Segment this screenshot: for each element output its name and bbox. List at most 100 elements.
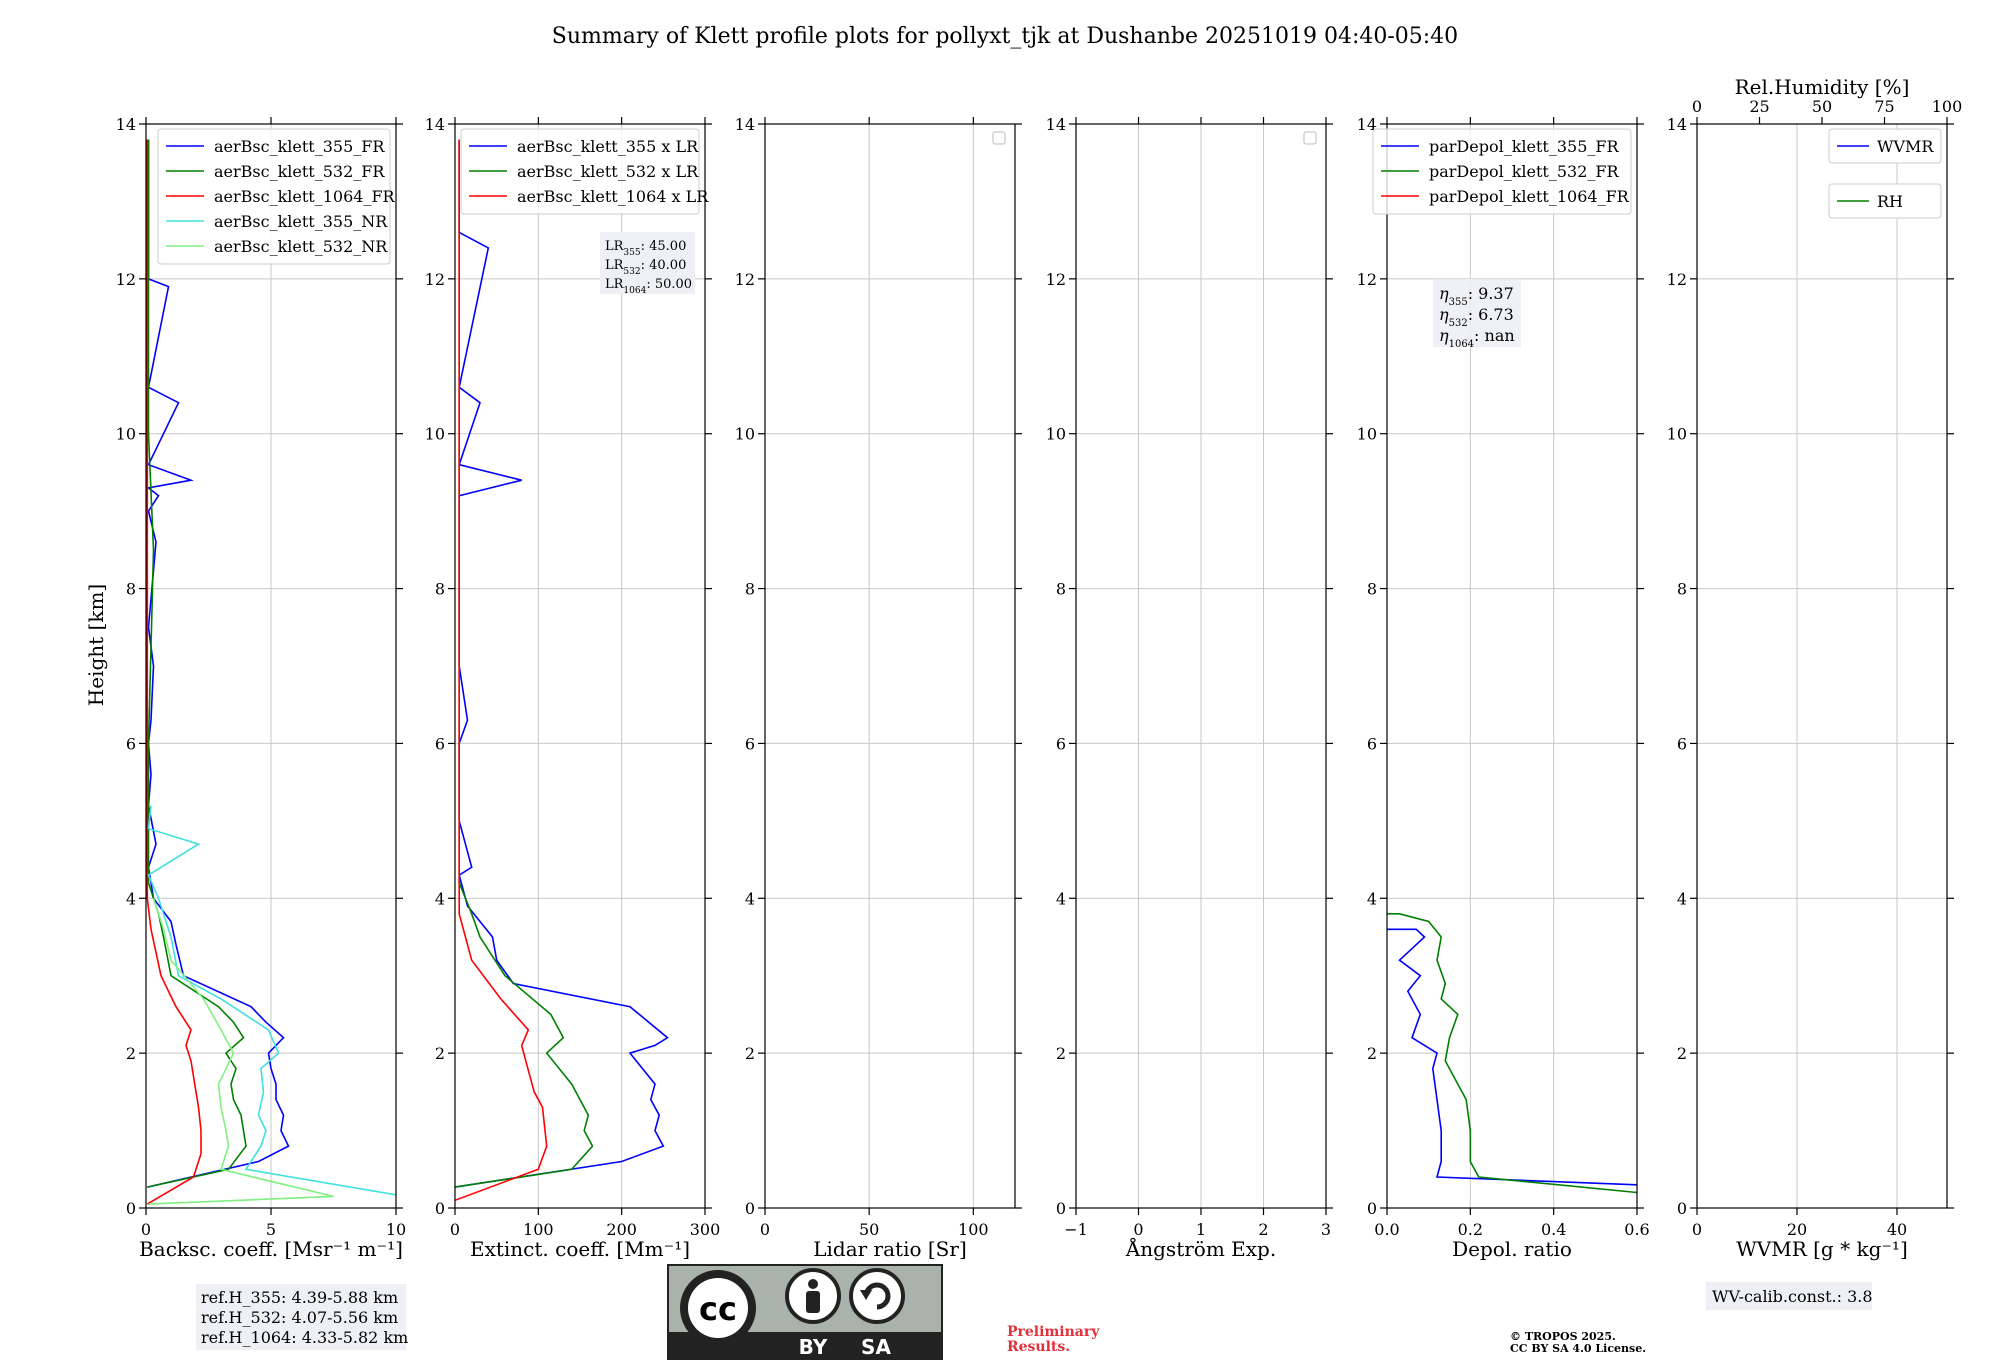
copyright-line-1: © TROPOS 2025. <box>1510 1330 1616 1343</box>
x-tick-label: 300 <box>690 1220 721 1239</box>
series-line-aerBsc_klett_532 x LR <box>455 139 594 1188</box>
legend-entry: aerBsc_klett_355_NR <box>214 212 388 231</box>
top-tick-label: 50 <box>1812 97 1832 116</box>
wv-calib-text: WV-calib.const.: 3.8 <box>1712 1287 1873 1306</box>
ref-height-box: ref.H_355: 4.39-5.88 km ref.H_532: 4.07-… <box>196 1284 408 1350</box>
legend-entry: aerBsc_klett_1064_FR <box>214 187 396 206</box>
lidar-ratio-label: LR532: 40.00 <box>605 258 686 277</box>
lidar-ratio-label: LR1064: 50.00 <box>605 277 692 296</box>
y-tick-label: 6 <box>1677 734 1687 753</box>
y-tick-label: 10 <box>1667 425 1687 444</box>
y-tick-label: 10 <box>1046 425 1066 444</box>
y-tick-label: 4 <box>1056 889 1066 908</box>
x-tick-label: 0 <box>1133 1220 1143 1239</box>
sa-label: SA <box>861 1335 891 1359</box>
y-tick-label: 4 <box>1367 889 1377 908</box>
preliminary-label-2: Results. <box>1007 1339 1070 1355</box>
series-line-aerBsc_klett_1064 x LR <box>455 139 548 1202</box>
x-tick-label: 2 <box>1258 1220 1268 1239</box>
y-tick-label: 2 <box>745 1044 755 1063</box>
axes-frame <box>1696 123 1948 1209</box>
top-axis-label: Rel.Humidity [%] <box>1735 75 1910 99</box>
x-tick-label: −1 <box>1064 1220 1088 1239</box>
y-tick-label: 12 <box>1667 270 1687 289</box>
legend-entry: parDepol_klett_1064_FR <box>1429 187 1630 206</box>
axes-frame <box>1386 123 1638 1209</box>
x-tick-label: 3 <box>1321 1220 1331 1239</box>
top-tick-label: 25 <box>1749 97 1769 116</box>
x-tick-label: 40 <box>1887 1220 1907 1239</box>
y-tick-label: 6 <box>126 734 136 753</box>
lidar-ratio-label: LR355: 45.00 <box>605 239 686 258</box>
y-tick-label: 2 <box>1367 1044 1377 1063</box>
x-tick-label: 0.6 <box>1624 1220 1649 1239</box>
y-tick-label: 14 <box>1667 115 1687 134</box>
x-tick-label: 0 <box>760 1220 770 1239</box>
legend-entry: RH <box>1877 192 1903 211</box>
x-axis-label: Ångström Exp. <box>1125 1236 1276 1261</box>
eta-label: η355: 9.37 <box>1439 284 1514 308</box>
y-tick-label: 14 <box>1357 115 1377 134</box>
y-tick-label: 12 <box>1357 270 1377 289</box>
top-tick-label: 0 <box>1692 97 1702 116</box>
series-line-parDepol_klett_532_FR <box>1387 912 1637 1194</box>
x-tick-label: 5 <box>266 1220 276 1239</box>
y-tick-label: 8 <box>745 580 755 599</box>
y-tick-label: 4 <box>745 889 755 908</box>
preliminary-label-1: Preliminary <box>1007 1324 1100 1340</box>
series-line-aerBsc_klett_355_FR <box>146 139 290 1188</box>
legend-entry: aerBsc_klett_532_NR <box>214 237 388 256</box>
cc-license-badge[interactable]: cc BY SA <box>667 1264 943 1361</box>
y-axis-label: Height [km] <box>84 584 108 706</box>
y-tick-label: 8 <box>435 580 445 599</box>
y-tick-label: 0 <box>126 1199 136 1218</box>
top-tick-label: 75 <box>1874 97 1894 116</box>
y-tick-label: 0 <box>1056 1199 1066 1218</box>
y-tick-label: 6 <box>1056 734 1066 753</box>
x-tick-label: 1 <box>1196 1220 1206 1239</box>
legend-entry: WVMR <box>1877 137 1934 156</box>
y-tick-label: 12 <box>425 270 445 289</box>
legend: parDepol_klett_355_FR parDepol_klett_532_… <box>1372 128 1632 215</box>
axes-frame <box>454 123 706 1209</box>
x-tick-label: 200 <box>606 1220 637 1239</box>
legend-entry: parDepol_klett_532_FR <box>1429 162 1620 181</box>
legend-entry: aerBsc_klett_532 x LR <box>517 162 699 181</box>
y-tick-label: 4 <box>1677 889 1687 908</box>
y-tick-label: 2 <box>126 1044 136 1063</box>
series-line-aerBsc_klett_532_NR <box>148 898 334 1205</box>
x-axis-label: WVMR [g * kg⁻¹] <box>1736 1237 1908 1261</box>
ref-height-1064: ref.H_1064: 4.33-5.82 km <box>201 1328 408 1347</box>
y-tick-label: 8 <box>126 580 136 599</box>
y-tick-label: 8 <box>1056 580 1066 599</box>
y-tick-label: 4 <box>435 889 445 908</box>
ref-height-355: ref.H_355: 4.39-5.88 km <box>201 1288 398 1307</box>
y-tick-label: 10 <box>1357 425 1377 444</box>
x-tick-label: 0.2 <box>1458 1220 1483 1239</box>
y-tick-label: 14 <box>735 115 755 134</box>
x-tick-label: 50 <box>859 1220 879 1239</box>
y-tick-label: 10 <box>425 425 445 444</box>
axes-frame <box>764 123 1016 1209</box>
figure-title: Summary of Klett profile plots for polly… <box>552 24 1458 49</box>
y-tick-label: 0 <box>1367 1199 1377 1218</box>
legend-entry: parDepol_klett_355_FR <box>1429 137 1620 156</box>
x-tick-label: 0 <box>1692 1220 1702 1239</box>
y-tick-label: 10 <box>735 425 755 444</box>
y-tick-label: 8 <box>1367 580 1377 599</box>
x-tick-label: 10 <box>386 1220 406 1239</box>
y-tick-label: 14 <box>425 115 445 134</box>
series-line-aerBsc_klett_1064_FR <box>146 139 202 1205</box>
y-tick-label: 2 <box>1056 1044 1066 1063</box>
empty-legend <box>1303 131 1317 145</box>
legend-entry: aerBsc_klett_355_FR <box>214 137 385 156</box>
copyright-line-2: CC BY SA 4.0 License. <box>1510 1342 1646 1355</box>
y-tick-label: 2 <box>435 1044 445 1063</box>
y-tick-label: 14 <box>1046 115 1066 134</box>
wv-calib-box: WV-calib.const.: 3.8 <box>1706 1282 1873 1310</box>
series-line-aerBsc_klett_532_FR <box>147 139 247 1188</box>
x-tick-label: 0 <box>141 1220 151 1239</box>
